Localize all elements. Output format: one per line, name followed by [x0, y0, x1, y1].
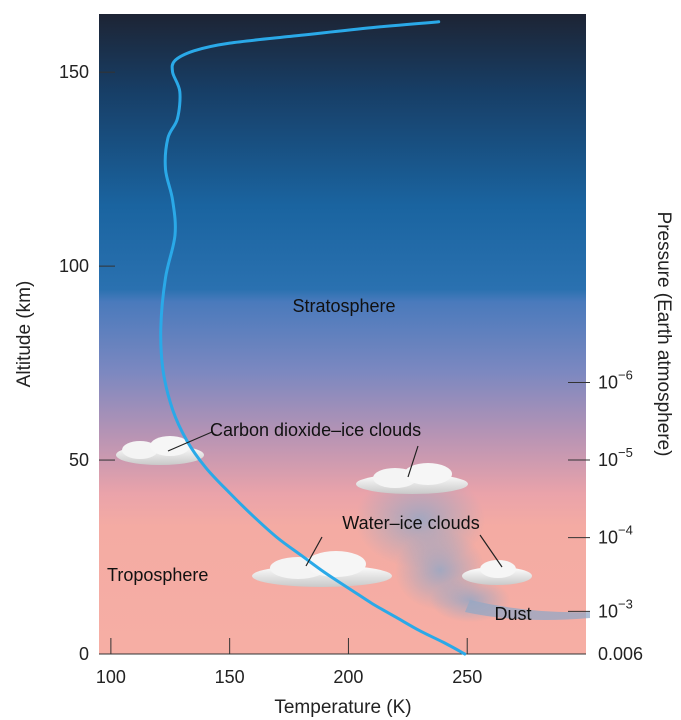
- pressure-tick-label: 10−5: [598, 445, 633, 470]
- x-tick-label: 150: [215, 667, 245, 687]
- callout-lines: [167, 431, 503, 568]
- co2-ice-cloud: [116, 436, 204, 465]
- y-tick-label: 50: [69, 450, 89, 470]
- y-tick-label: 0: [79, 644, 89, 664]
- atmosphere-background: [99, 14, 586, 654]
- y-tick-label: 150: [59, 62, 89, 82]
- annotation-dust: Dust: [494, 604, 531, 624]
- series-layer: [159, 20, 467, 656]
- temperature-profile-line: [159, 20, 467, 656]
- annotation-stratosphere: Stratosphere: [292, 296, 395, 316]
- water-ice-cloud-2: [462, 560, 532, 585]
- co2-ice-cloud-2: [356, 463, 468, 494]
- ticks-layer: 100 150 200 250 0 50 100 150 0.006 10−3 10−4 10−5 10…: [59, 62, 643, 687]
- pressure-tick-label: 10−6: [598, 367, 633, 392]
- annotation-water-ice-clouds: Water–ice clouds: [342, 513, 479, 533]
- y-axis-title: Altitude (km): [14, 281, 35, 388]
- dust-plume: [355, 472, 590, 622]
- x-tick-label: 100: [96, 667, 126, 687]
- y-tick-label: 100: [59, 256, 89, 276]
- annotation-troposphere: Troposphere: [107, 565, 208, 585]
- pressure-tick-label: 10−3: [598, 596, 633, 621]
- x-tick-label: 250: [452, 667, 482, 687]
- annotation-co2-ice-clouds: Carbon dioxide–ice clouds: [210, 420, 421, 440]
- y2-axis-title: Pressure (Earth atmosphere): [653, 212, 674, 457]
- x-axis-title: Temperature (K): [274, 697, 411, 718]
- x-tick-label: 200: [333, 667, 363, 687]
- pressure-tick-label: 10−4: [598, 523, 633, 548]
- pressure-tick-label: 0.006: [598, 644, 643, 664]
